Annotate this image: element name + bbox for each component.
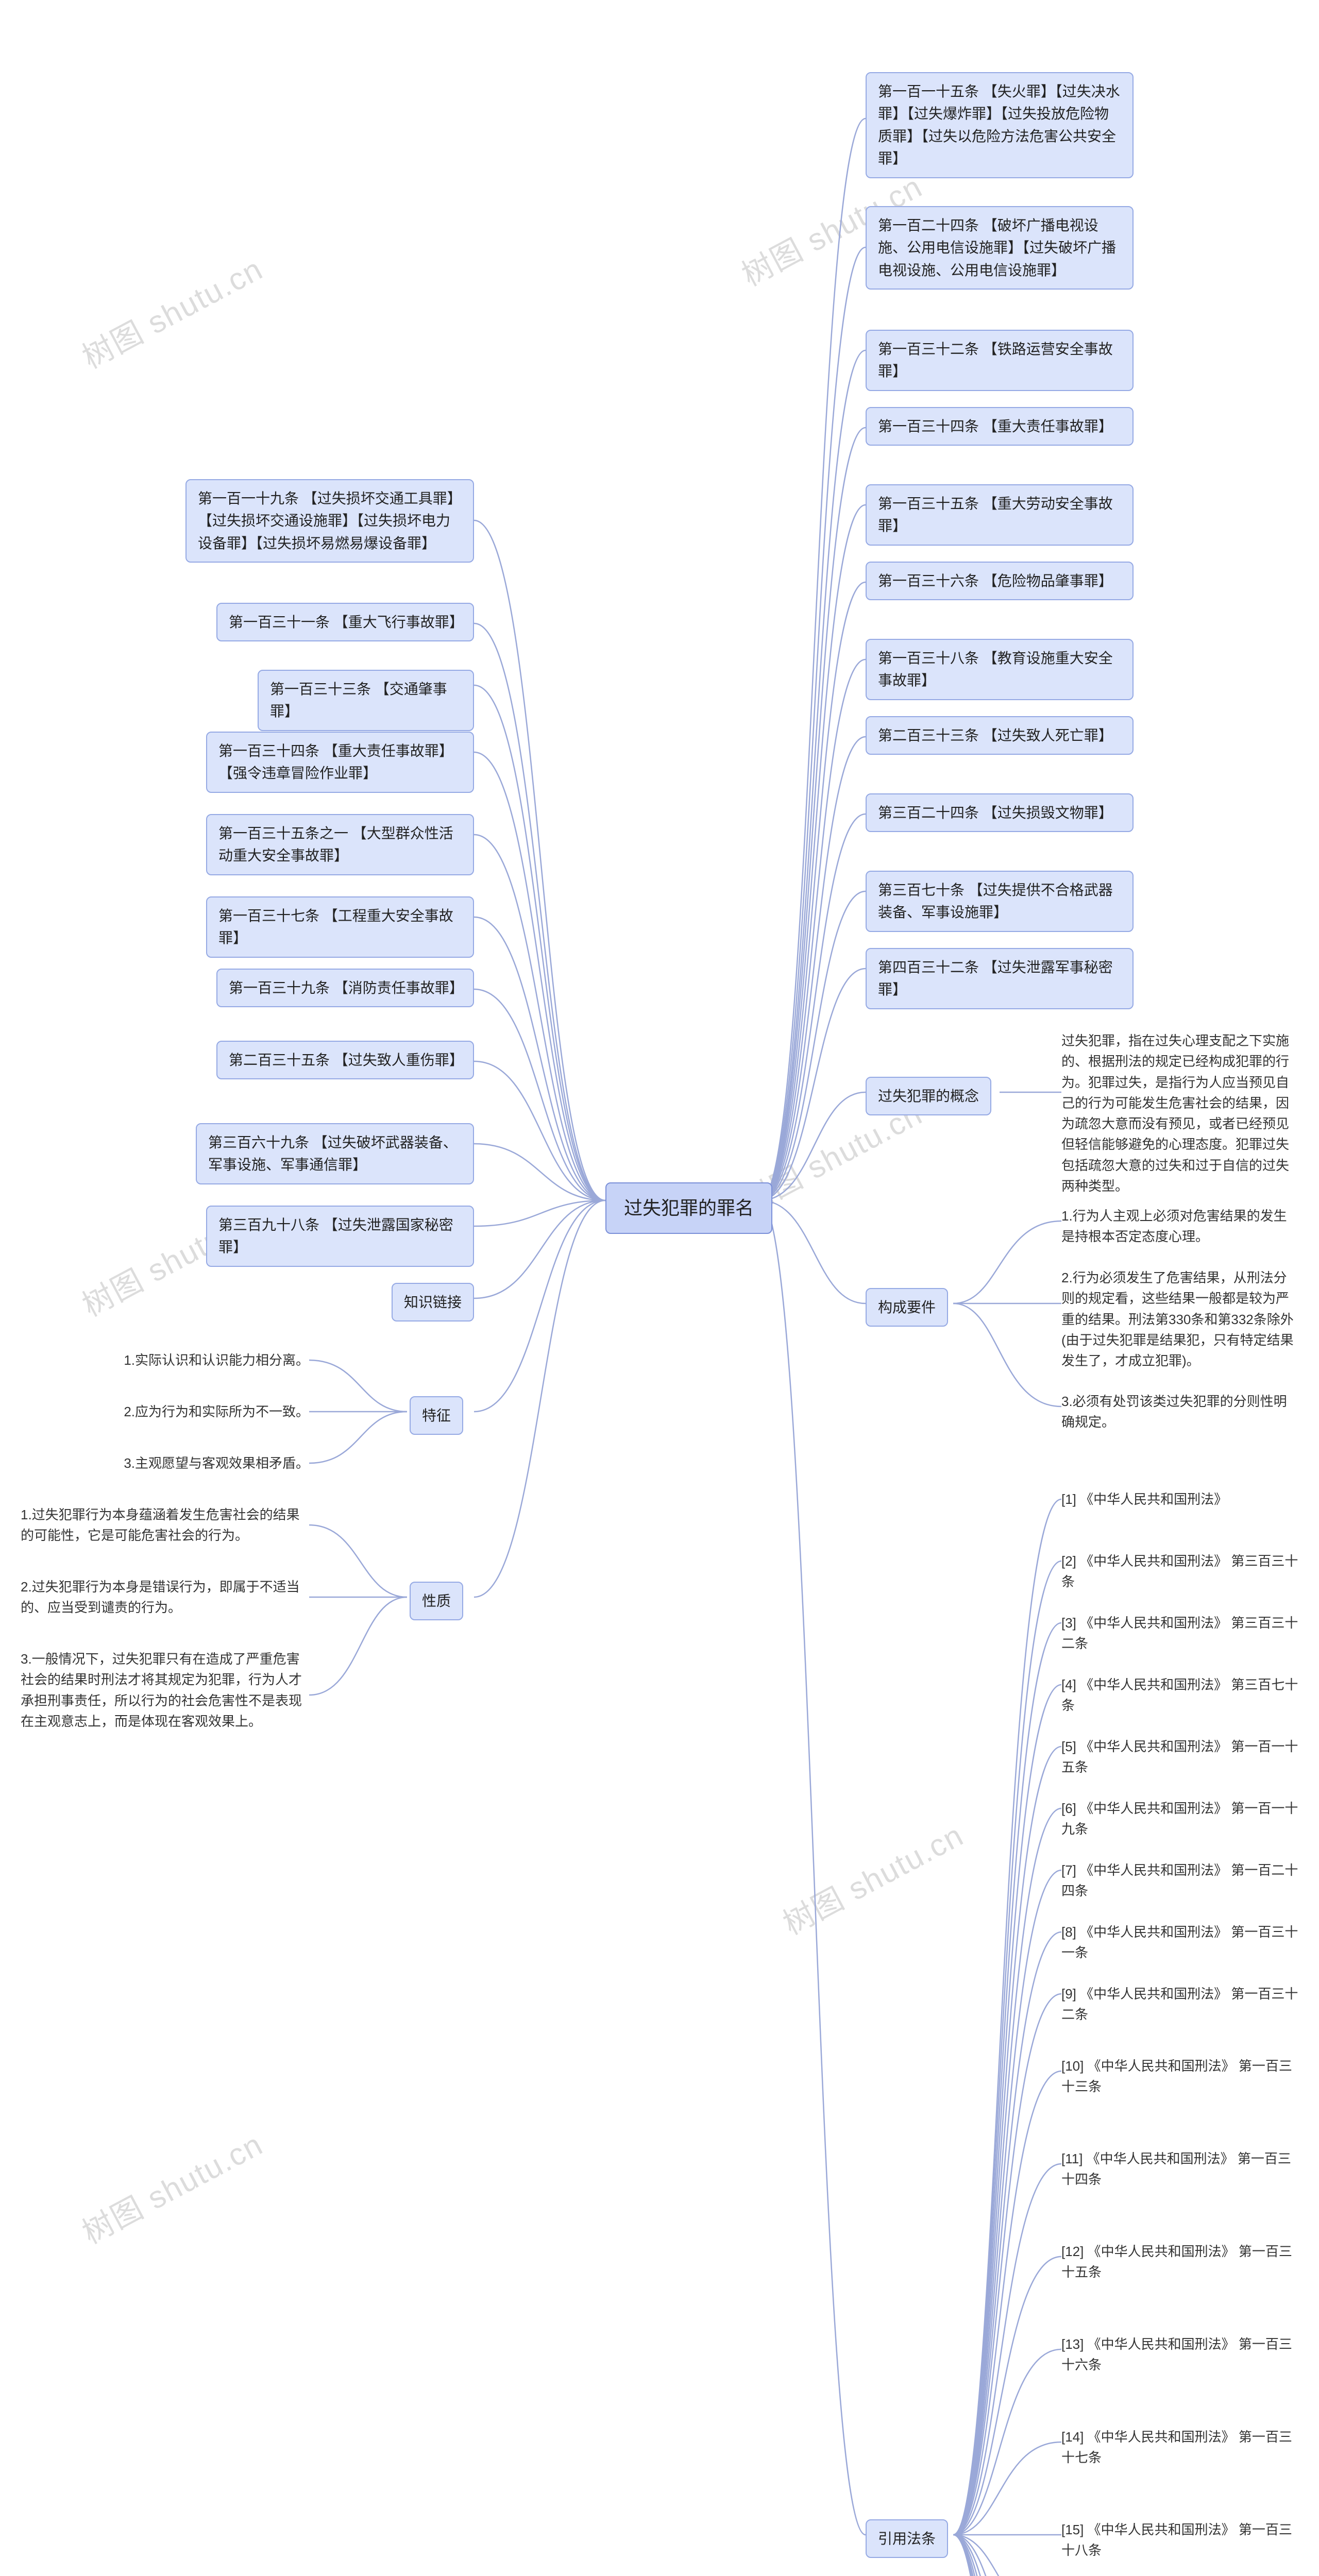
left-crime-7[interactable]: 第二百三十五条 【过失致人重伤罪】 [216,1041,474,1079]
element-2: 2.行为必须发生了危害结果，从刑法分则的规定看，这些结果一般都是较为严重的结果。… [1061,1267,1298,1371]
right-crime-2[interactable]: 第一百三十二条 【铁路运营安全事故罪】 [866,330,1134,391]
cite-3: [3] 《中华人民共和国刑法》 第三百三十二条 [1061,1613,1298,1654]
right-crime-1[interactable]: 第一百二十四条 【破坏广播电视设施、公用电信设施罪】【过失破坏广播电视设施、公用… [866,206,1134,290]
concept-text: 过失犯罪，指在过失心理支配之下实施的、根据刑法的规定已经构成犯罪的行为。犯罪过失… [1061,1030,1298,1196]
cite-8: [8] 《中华人民共和国刑法》 第一百三十一条 [1061,1922,1298,1963]
cite-12: [12] 《中华人民共和国刑法》 第一百三十五条 [1061,2241,1298,2283]
left-crime-4[interactable]: 第一百三十五条之一 【大型群众性活动重大安全事故罪】 [206,814,474,875]
right-crime-9[interactable]: 第三百七十条 【过失提供不合格武器装备、军事设施罪】 [866,871,1134,932]
left-crime-8[interactable]: 第三百六十九条 【过失破坏武器装备、军事设施、军事通信罪】 [196,1123,474,1184]
cite-9: [9] 《中华人民共和国刑法》 第一百三十二条 [1061,1984,1298,2025]
cite-15: [15] 《中华人民共和国刑法》 第一百三十八条 [1061,2519,1298,2561]
left-crime-5[interactable]: 第一百三十七条 【工程重大安全事故罪】 [206,896,474,958]
feature-3: 3.主观愿望与客观效果相矛盾。 [93,1453,309,1473]
watermark: 树图 shutu.cn [73,245,269,378]
cite-13: [13] 《中华人民共和国刑法》 第一百三十六条 [1061,2334,1298,2376]
nature-2: 2.过失犯罪行为本身是错误行为，即属于不适当的、应当受到谴责的行为。 [21,1577,309,1618]
right-crime-6[interactable]: 第一百三十八条 【教育设施重大安全事故罪】 [866,639,1134,700]
left-crime-1[interactable]: 第一百三十一条 【重大飞行事故罪】 [216,603,474,641]
cite-1: [1] 《中华人民共和国刑法》 [1061,1489,1298,1510]
cite-14: [14] 《中华人民共和国刑法》 第一百三十七条 [1061,2427,1298,2468]
cite-node[interactable]: 引用法条 [866,2519,948,2558]
left-crime-0[interactable]: 第一百一十九条 【过失损坏交通工具罪】【过失损坏交通设施罪】【过失损坏电力设备罪… [185,479,474,563]
cite-7: [7] 《中华人民共和国刑法》 第一百二十四条 [1061,1860,1298,1902]
nature-node[interactable]: 性质 [410,1582,463,1620]
cite-2: [2] 《中华人民共和国刑法》 第三百三十条 [1061,1551,1298,1592]
left-crime-9[interactable]: 第三百九十八条 【过失泄露国家秘密罪】 [206,1206,474,1267]
right-crime-8[interactable]: 第三百二十四条 【过失损毁文物罪】 [866,793,1134,832]
nature-3: 3.一般情况下，过失犯罪只有在造成了严重危害社会的结果时刑法才将其规定为犯罪，行… [21,1649,309,1732]
watermark: 树图 shutu.cn [73,2120,269,2253]
root-node[interactable]: 过失犯罪的罪名 [605,1182,772,1234]
element-3: 3.必须有处罚该类过失犯罪的分则性明确规定。 [1061,1391,1298,1433]
left-crime-2[interactable]: 第一百三十三条 【交通肇事罪】 [258,670,474,731]
watermark: 树图 shutu.cn [774,1811,970,1944]
left-crime-3[interactable]: 第一百三十四条 【重大责任事故罪】【强令违章冒险作业罪】 [206,732,474,793]
left-crime-6[interactable]: 第一百三十九条 【消防责任事故罪】 [216,969,474,1007]
concept-node[interactable]: 过失犯罪的概念 [866,1077,991,1115]
right-crime-0[interactable]: 第一百一十五条 【失火罪】【过失决水罪】【过失爆炸罪】【过失投放危险物质罪】【过… [866,72,1134,178]
knowledge-link[interactable]: 知识链接 [392,1283,474,1321]
nature-1: 1.过失犯罪行为本身蕴涵着发生危害社会的结果的可能性，它是可能危害社会的行为。 [21,1504,309,1546]
feature-node[interactable]: 特征 [410,1396,463,1435]
right-crime-10[interactable]: 第四百三十二条 【过失泄露军事秘密罪】 [866,948,1134,1009]
right-crime-4[interactable]: 第一百三十五条 【重大劳动安全事故罪】 [866,484,1134,546]
cite-11: [11] 《中华人民共和国刑法》 第一百三十四条 [1061,2148,1298,2190]
right-crime-3[interactable]: 第一百三十四条 【重大责任事故罪】 [866,407,1134,446]
cite-4: [4] 《中华人民共和国刑法》 第三百七十条 [1061,1674,1298,1716]
right-crime-5[interactable]: 第一百三十六条 【危险物品肇事罪】 [866,562,1134,600]
feature-2: 2.应为行为和实际所为不一致。 [93,1401,309,1422]
right-crime-7[interactable]: 第二百三十三条 【过失致人死亡罪】 [866,716,1134,755]
cite-6: [6] 《中华人民共和国刑法》 第一百一十九条 [1061,1798,1298,1840]
feature-1: 1.实际认识和认识能力相分离。 [93,1350,309,1370]
cite-5: [5] 《中华人民共和国刑法》 第一百一十五条 [1061,1736,1298,1778]
elements-node[interactable]: 构成要件 [866,1288,948,1327]
element-1: 1.行为人主观上必须对危害结果的发生是持根本否定态度心理。 [1061,1206,1298,1247]
cite-10: [10] 《中华人民共和国刑法》 第一百三十三条 [1061,2056,1298,2097]
